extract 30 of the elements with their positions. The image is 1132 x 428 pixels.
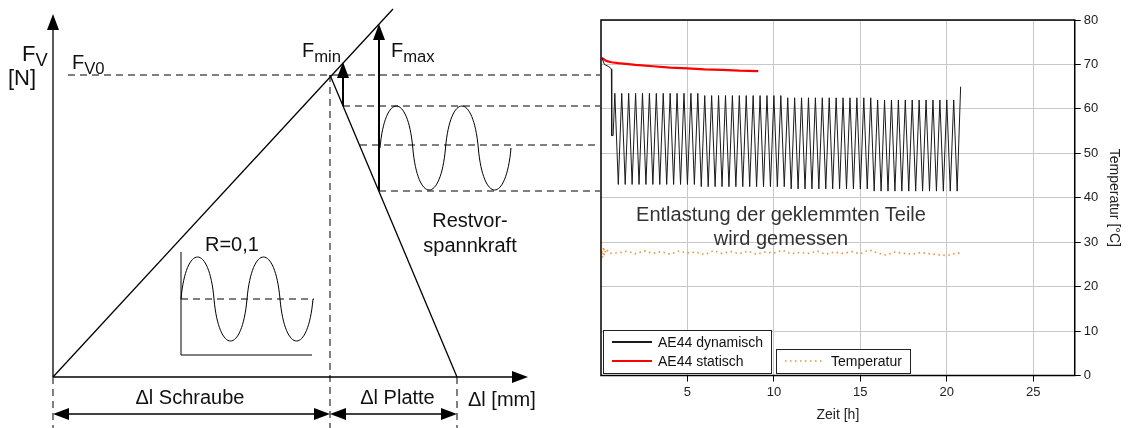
text: [N] — [8, 65, 37, 92]
text: Δl [mm] — [468, 387, 536, 412]
legend-box: Temperatur — [776, 348, 911, 374]
y-tick-label: 0 — [1083, 367, 1091, 383]
x-tick-label: 25 — [1026, 383, 1041, 399]
y-tick-label: 30 — [1083, 233, 1099, 249]
text: F$_{max}$ — [391, 38, 435, 68]
legend-label: Temperatur — [831, 351, 902, 371]
legend-label: AE44 dynamisch — [658, 332, 764, 352]
x-axis-title: Zeit [h] — [816, 406, 860, 423]
text: Δl Schraube — [134, 385, 246, 410]
annotation: Entlastung der geklemmten Teile wird gemessen — [635, 202, 927, 251]
x-tick-label: 5 — [683, 383, 692, 399]
y-tick-label: 50 — [1083, 144, 1099, 160]
text: Δl Platte — [359, 385, 436, 410]
y-tick-label: 40 — [1083, 189, 1099, 205]
x-tick-label: 20 — [939, 383, 955, 399]
y-axis-title: Temperatur [°C] — [1106, 148, 1123, 247]
text: F$_{min}$ — [302, 38, 342, 68]
text: F$_{V0}$ — [72, 50, 105, 80]
y-tick-label: 70 — [1083, 56, 1099, 72]
y-tick-label: 10 — [1083, 322, 1099, 338]
text: R=0,1 — [205, 232, 259, 257]
y-tick-label: 80 — [1083, 11, 1099, 27]
y-tick-label: 60 — [1083, 100, 1099, 116]
legend-label: AE44 statisch — [658, 351, 744, 371]
x-tick-label: 10 — [766, 383, 782, 399]
y-tick-label: 20 — [1083, 278, 1099, 294]
text: Restvor-spannkraft — [422, 208, 518, 258]
x-tick-label: 15 — [853, 383, 868, 399]
